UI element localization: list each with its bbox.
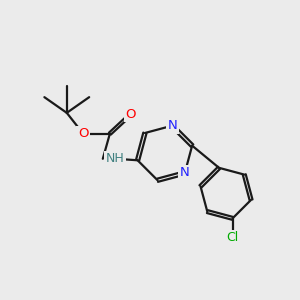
- Text: O: O: [125, 108, 136, 121]
- Text: O: O: [78, 127, 88, 140]
- Text: N: N: [180, 167, 190, 179]
- Text: N: N: [167, 119, 177, 132]
- Text: Cl: Cl: [226, 231, 239, 244]
- Text: NH: NH: [105, 152, 124, 165]
